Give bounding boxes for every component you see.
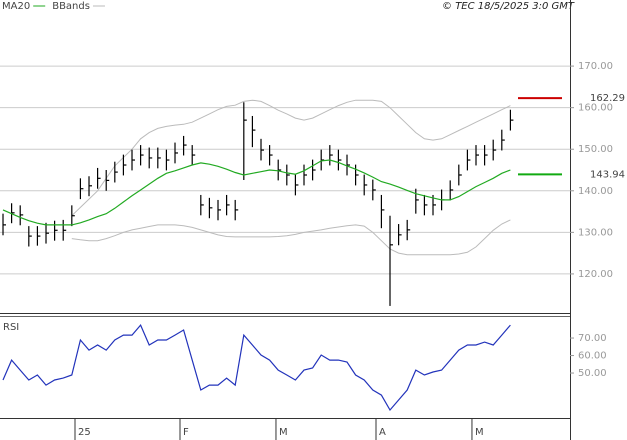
y-tick-label: 140.00	[578, 186, 613, 197]
y-tick-label: 60.00	[578, 351, 607, 362]
y-tick-label: 130.00	[578, 227, 613, 238]
credit: © TEC 18/5/2025 3:0 GMT	[442, 1, 575, 12]
ma-line	[2, 159, 511, 226]
y-tick-label: 120.00	[578, 269, 613, 280]
rsi-line	[2, 323, 511, 412]
price-marker-label: 162.29	[590, 93, 625, 104]
legend-label: MA20	[2, 1, 30, 12]
y-tick-label: 170.00	[578, 61, 613, 72]
x-tick-label: M	[475, 427, 484, 438]
y-tick-label: 70.00	[578, 333, 607, 344]
x-tick-label: A	[379, 427, 386, 438]
legend-label: BBands	[52, 1, 90, 12]
y-tick-label: 150.00	[578, 144, 613, 155]
bband-lower	[71, 219, 511, 256]
x-tick-label: M	[279, 427, 288, 438]
y-tick-label: 160.00	[578, 103, 613, 114]
x-tick-label: 25	[78, 427, 91, 438]
y-tick-label: 50.00	[578, 368, 607, 379]
x-tick-label: F	[183, 427, 189, 438]
bband-upper	[71, 99, 511, 217]
price-marker-label: 143.94	[590, 169, 625, 180]
rsi-title: RSI	[3, 322, 19, 333]
